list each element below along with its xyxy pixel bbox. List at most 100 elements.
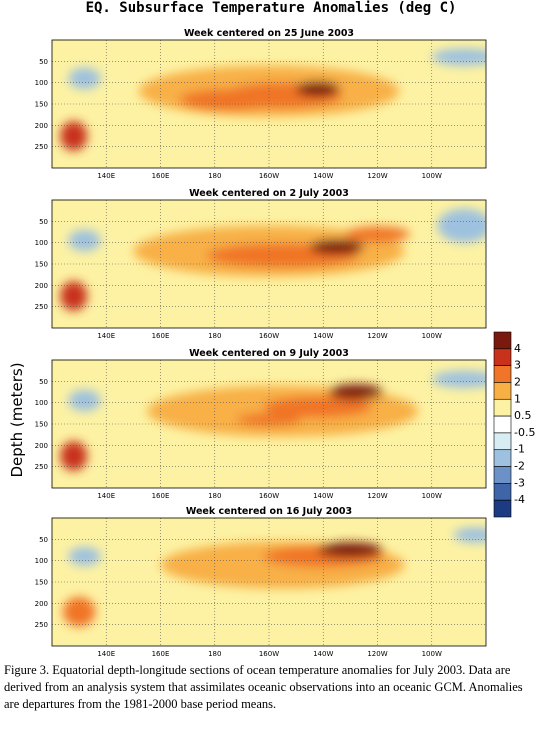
x-tick-label: 180 (208, 332, 221, 340)
x-tick-label: 160E (152, 650, 170, 658)
anomaly-feature (309, 239, 364, 255)
y-tick-label: 250 (35, 303, 48, 311)
plot-frame (51, 199, 487, 329)
panel-2: Week centered on 2 July 2003 140E 160E 180 1… (35, 188, 487, 340)
panel-3: Week centered on 9 July 2003 140E 160E 180 1… (35, 348, 487, 500)
y-axis-label: Depth (meters) (8, 362, 26, 477)
x-tick-label: 100W (422, 650, 442, 658)
colorbar-label: -4 (514, 493, 525, 506)
colorbar-swatch (493, 466, 512, 484)
colorbar-label: 0.5 (514, 409, 532, 422)
figure-title: EQ. Subsurface Temperature Anomalies (de… (85, 0, 457, 16)
colorbar-swatch (493, 415, 512, 434)
y-tick-label: 100 (35, 79, 48, 87)
panel-1: Week centered on 25 June 2003 140E 160E 180… (35, 28, 487, 180)
colorbar-label: -3 (514, 476, 525, 489)
colorbar-swatch (493, 483, 512, 501)
x-tick-label: 140E (97, 650, 115, 658)
anomaly-feature (60, 441, 88, 471)
x-tick-label: 180 (208, 172, 221, 180)
anomaly-feature (344, 226, 411, 242)
y-tick-label: 200 (35, 282, 48, 290)
grid (52, 200, 486, 328)
y-tick-label: 50 (39, 218, 48, 226)
y-tick-label: 250 (35, 463, 48, 471)
x-tick-label: 160E (152, 172, 170, 180)
x-tick-label: 160E (152, 332, 170, 340)
x-tick-label: 160W (259, 332, 279, 340)
colorbar-label: 2 (514, 375, 521, 388)
x-tick-label: 100W (422, 492, 442, 500)
anomaly-feature (68, 229, 101, 252)
x-tick-label: 140W (313, 332, 333, 340)
colorbar-swatch (493, 449, 512, 467)
y-tick-label: 150 (35, 421, 48, 429)
anomaly-feature (431, 48, 486, 66)
y-tick-label: 250 (35, 143, 48, 151)
colorbar-swatch (493, 382, 512, 400)
panel-4: Week centered on 16 July 2003 140E 160E 180… (35, 506, 487, 658)
colorbar-label: -0.5 (514, 426, 535, 439)
anomaly-feature (431, 370, 486, 388)
x-tick-label: 140W (313, 172, 333, 180)
grid (52, 40, 486, 168)
y-tick-label: 100 (35, 239, 48, 247)
grid (52, 360, 486, 488)
colorbar-label: -1 (514, 443, 525, 456)
grid (52, 518, 486, 646)
colorbar-swatch (493, 398, 512, 417)
anomaly-feature (68, 389, 101, 412)
y-tick-label: 200 (35, 600, 48, 608)
x-tick-label: 140E (97, 492, 115, 500)
anomaly-feature (68, 547, 101, 566)
x-tick-label: 160W (259, 492, 279, 500)
anomaly-feature (62, 596, 96, 627)
colorbar-swatch (493, 348, 512, 366)
y-tick-label: 150 (35, 261, 48, 269)
x-tick-label: 160W (259, 172, 279, 180)
y-tick-label: 50 (39, 58, 48, 66)
x-tick-label: 140E (97, 172, 115, 180)
y-tick-label: 200 (35, 442, 48, 450)
colorbar-swatch (493, 331, 512, 350)
x-tick-label: 120W (367, 492, 387, 500)
figure-caption: Figure 3. Equatorial depth-longitude sec… (4, 663, 523, 711)
colorbar-label: 1 (514, 392, 521, 405)
x-tick-label: 120W (367, 650, 387, 658)
x-tick-label: 120W (367, 172, 387, 180)
y-tick-label: 100 (35, 557, 48, 565)
colorbar-swatch (493, 365, 512, 383)
colorbar-swatch (493, 499, 512, 518)
x-tick-label: 180 (208, 650, 221, 658)
x-tick-label: 120W (367, 332, 387, 340)
x-tick-label: 140E (97, 332, 115, 340)
y-tick-label: 100 (35, 399, 48, 407)
plot-frame (51, 39, 487, 169)
panel-title: Week centered on 25 June 2003 (184, 28, 354, 39)
panels-group: Week centered on 25 June 2003 140E 160E 180… (35, 28, 487, 658)
y-tick-label: 150 (35, 579, 48, 587)
y-tick-label: 50 (39, 536, 48, 544)
x-tick-label: 160E (152, 492, 170, 500)
colorbar-label: 3 (514, 359, 521, 372)
anomaly-feature (317, 542, 383, 558)
colorbar: 4 3 2 1 0.5 -0.5 -1 -2 -3 -4 (493, 331, 535, 518)
x-tick-label: 180 (208, 492, 221, 500)
anomaly-feature (60, 281, 88, 311)
anomaly-feature (437, 208, 486, 243)
x-tick-label: 140W (313, 492, 333, 500)
panel-title: Week centered on 9 July 2003 (189, 348, 349, 359)
plot-frame (51, 359, 487, 489)
anomaly-feature (453, 527, 486, 543)
anomaly-feature (68, 67, 101, 90)
y-tick-label: 250 (35, 621, 48, 629)
panel-title: Week centered on 2 July 2003 (189, 188, 349, 199)
heatmap-figure: Week centered on 25 June 2003 140E 160E 180… (8, 28, 535, 658)
panel-title: Week centered on 16 July 2003 (186, 506, 352, 517)
colorbar-label: 4 (514, 342, 521, 355)
x-tick-label: 160W (259, 650, 279, 658)
anomaly-feature (60, 121, 88, 151)
y-tick-label: 50 (39, 378, 48, 386)
x-tick-label: 100W (422, 332, 442, 340)
x-tick-label: 100W (422, 172, 442, 180)
